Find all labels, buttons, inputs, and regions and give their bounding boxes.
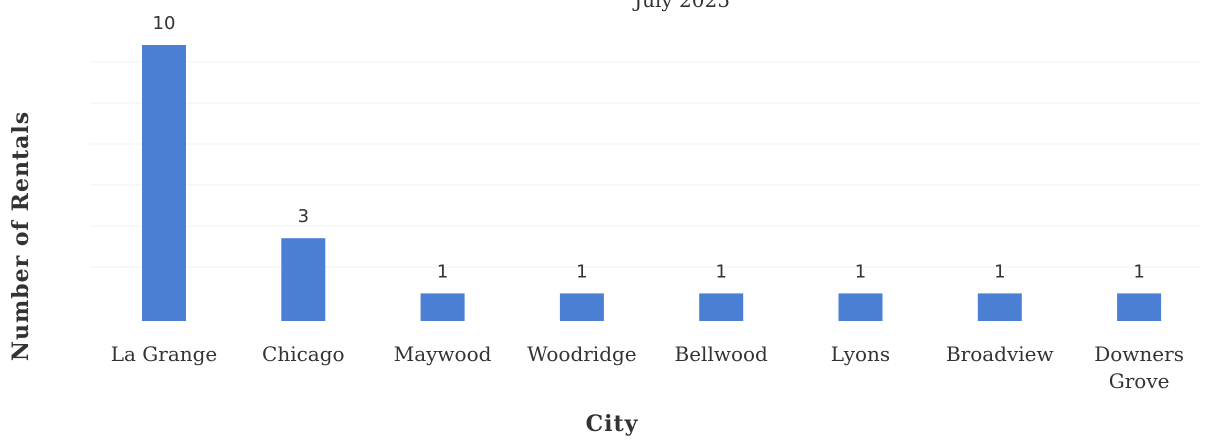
category-labels: La Grange Chicago Maywood Woodridge Bellwood… bbox=[111, 342, 1184, 393]
category-label: Maywood bbox=[394, 342, 492, 366]
x-axis-title: City bbox=[586, 411, 639, 437]
data-label: 1 bbox=[437, 261, 448, 282]
bar bbox=[559, 293, 604, 321]
gridlines bbox=[90, 61, 1200, 268]
data-label: 10 bbox=[153, 13, 176, 34]
bar bbox=[420, 293, 465, 321]
bar bbox=[699, 293, 744, 321]
data-label: 1 bbox=[715, 261, 726, 282]
category-label: Woodridge bbox=[527, 342, 636, 366]
bar bbox=[977, 293, 1022, 321]
data-labels: 10 3 1 1 1 1 1 1 bbox=[153, 13, 1145, 282]
category-label: Grove bbox=[1109, 369, 1170, 393]
data-label: 3 bbox=[298, 206, 309, 227]
data-label: 1 bbox=[576, 261, 587, 282]
bars bbox=[142, 45, 1162, 321]
category-label: Lyons bbox=[831, 342, 890, 366]
y-axis-title: Number of Rentals bbox=[8, 111, 34, 361]
bar bbox=[838, 293, 883, 321]
data-label: 1 bbox=[855, 261, 866, 282]
category-label: Downers bbox=[1094, 342, 1184, 366]
category-label: Chicago bbox=[262, 342, 345, 366]
bar bbox=[142, 45, 186, 321]
category-label: La Grange bbox=[111, 342, 218, 366]
category-label: Bellwood bbox=[675, 342, 769, 366]
chart-title: July 2025 bbox=[632, 0, 730, 12]
category-label: Broadview bbox=[946, 342, 1054, 366]
data-label: 1 bbox=[1133, 261, 1144, 282]
bar bbox=[1117, 293, 1162, 321]
data-label: 1 bbox=[994, 261, 1005, 282]
bar bbox=[281, 238, 326, 321]
